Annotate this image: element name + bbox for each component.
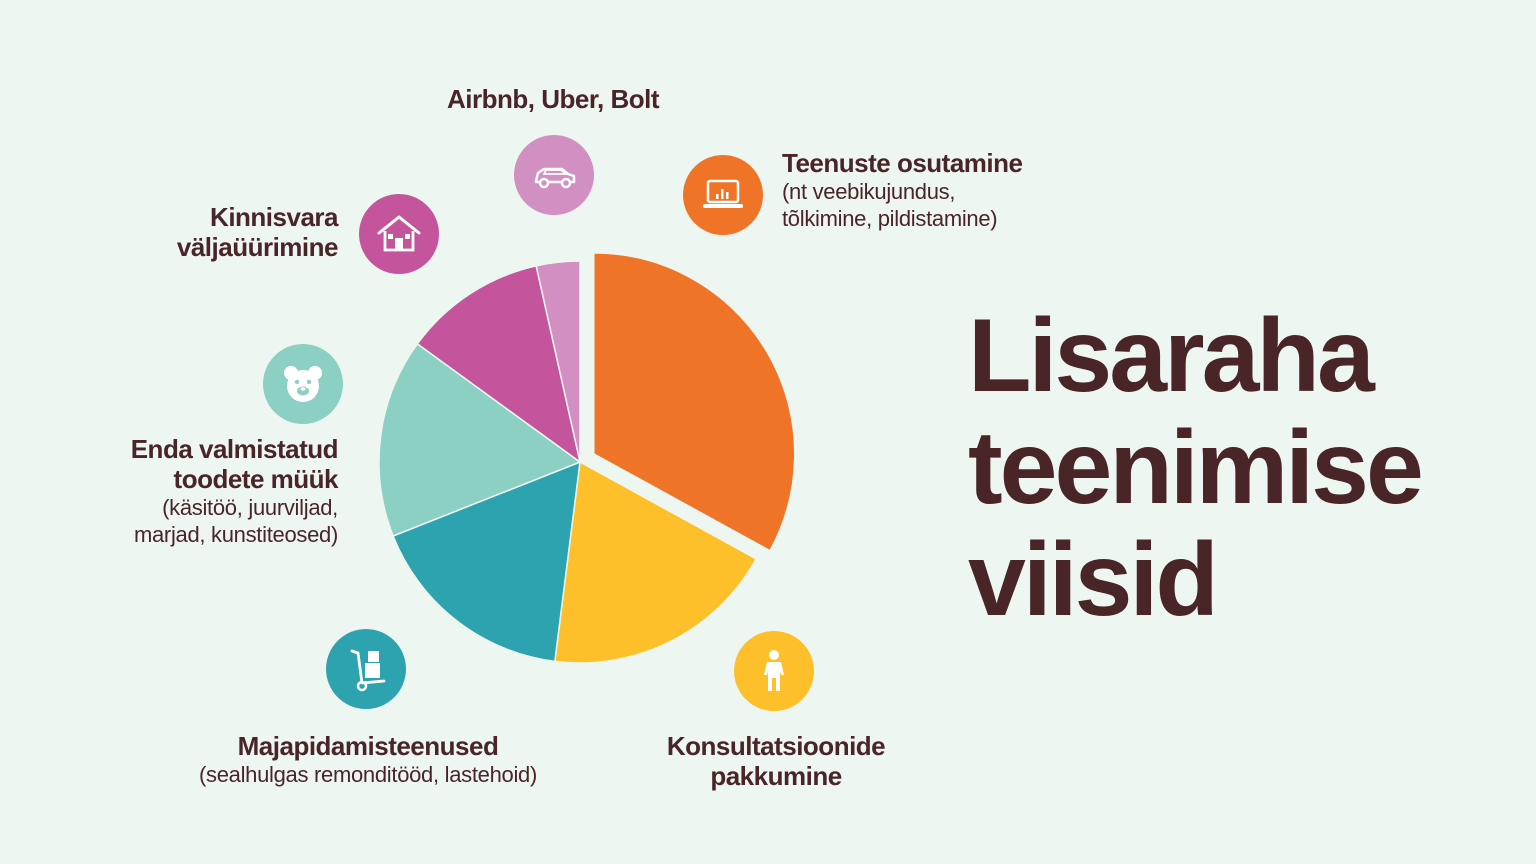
label-own-products-sub2: marjad, kunstiteosed): [133, 522, 338, 547]
teddy-bear-icon: [263, 344, 343, 424]
label-real-estate: Kinnisvara väljaüürimine: [176, 202, 339, 262]
title-line-3: viisid: [968, 522, 1219, 638]
label-real-estate-line2: väljaüürimine: [176, 232, 339, 262]
pie-slice-4: [416, 264, 582, 464]
label-services-sub1: (nt veebikujundus,: [782, 179, 956, 204]
label-consulting-line2: pakkumine: [710, 761, 842, 791]
label-own-products-line1: Enda valmistatud: [130, 434, 339, 464]
label-sharing: Airbnb, Uber, Bolt: [428, 84, 678, 114]
label-household-sub: (sealhulgas remonditööd, lastehoid): [198, 762, 538, 787]
person-icon: [734, 631, 814, 711]
pie-slice-3: [378, 342, 582, 537]
title-line-1: Lisaraha: [968, 298, 1375, 414]
label-services-sub2: tõlkimine, pildistamine): [782, 206, 998, 231]
label-sharing-title: Airbnb, Uber, Bolt: [447, 84, 660, 114]
car-icon: [514, 135, 594, 215]
label-consulting: Konsultatsioonide pakkumine: [626, 731, 926, 791]
laptop-chart-icon: [683, 155, 763, 235]
page-title: Lisaraha teenimise viisid: [968, 298, 1424, 638]
label-own-products: Enda valmistatud toodete müük (käsitöö, …: [130, 434, 339, 548]
pie-slice-1: [553, 460, 758, 664]
label-own-products-sub1: (käsitöö, juurviljad,: [162, 495, 338, 520]
pie-slice-2: [392, 460, 581, 663]
title-line-2: teenimise: [968, 410, 1424, 526]
label-real-estate-line1: Kinnisvara: [210, 202, 338, 232]
pie-slice-5: [535, 260, 581, 463]
label-own-products-line2: toodete müük: [173, 464, 339, 494]
label-household-title: Majapidamisteenused: [237, 731, 499, 761]
pie-slice-0: [593, 252, 796, 552]
label-services: Teenuste osutamine (nt veebikujundus, tõ…: [782, 148, 1023, 232]
label-household: Majapidamisteenused (sealhulgas remondit…: [168, 731, 568, 788]
house-icon: [359, 194, 439, 274]
hand-truck-icon: [326, 629, 406, 709]
label-consulting-line1: Konsultatsioonide: [666, 731, 886, 761]
label-services-title: Teenuste osutamine: [782, 148, 1023, 178]
